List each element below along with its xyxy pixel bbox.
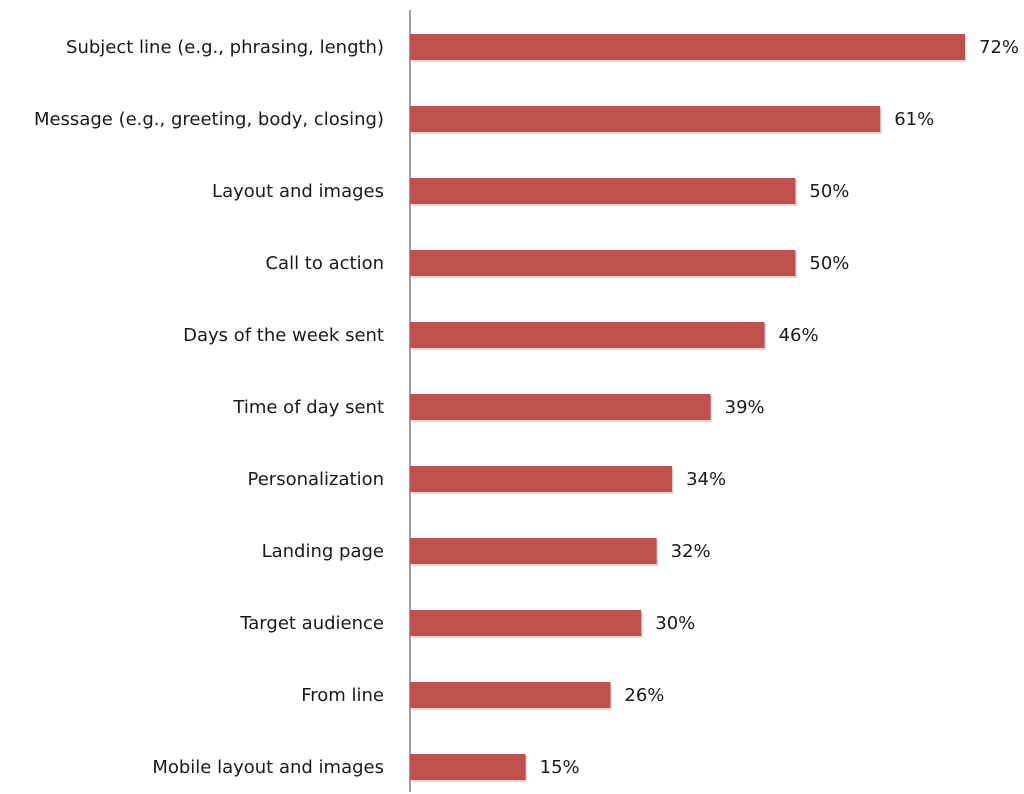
category-label: Layout and images: [212, 181, 384, 202]
category-labels-group: Subject line (e.g., phrasing, length) Mes…: [34, 37, 384, 778]
value-label: 50%: [809, 181, 849, 202]
category-label: Subject line (e.g., phrasing, length): [66, 37, 384, 58]
bar: [410, 754, 526, 780]
bar: [410, 466, 673, 492]
value-label: 26%: [624, 685, 664, 706]
value-label: 46%: [779, 325, 819, 346]
value-label: 30%: [655, 613, 695, 634]
category-label: Mobile layout and images: [152, 757, 384, 778]
category-label: Call to action: [265, 253, 384, 274]
category-label: Landing page: [262, 541, 384, 562]
category-label: Personalization: [248, 469, 384, 490]
value-label: 32%: [671, 541, 711, 562]
bar: [410, 610, 642, 636]
value-labels-group: 72% 61% 50% 50% 46% 39% 34% 32% 30% 26% 15%: [540, 37, 1019, 778]
bar: [410, 394, 711, 420]
bar: [410, 34, 965, 60]
bar: [410, 250, 796, 276]
category-label: Target audience: [239, 613, 384, 634]
category-label: Time of day sent: [232, 397, 384, 418]
bar: [410, 538, 657, 564]
value-label: 72%: [979, 37, 1019, 58]
value-label: 15%: [540, 757, 580, 778]
category-label: Days of the week sent: [183, 325, 384, 346]
value-label: 34%: [686, 469, 726, 490]
value-label: 50%: [809, 253, 849, 274]
value-label: 39%: [725, 397, 765, 418]
bar: [410, 106, 881, 132]
bar: [410, 682, 611, 708]
category-label: From line: [301, 685, 384, 706]
bars-group: [410, 34, 967, 782]
category-label: Message (e.g., greeting, body, closing): [34, 109, 384, 130]
value-label: 61%: [894, 109, 934, 130]
bar: [410, 178, 796, 204]
bar: [410, 322, 765, 348]
